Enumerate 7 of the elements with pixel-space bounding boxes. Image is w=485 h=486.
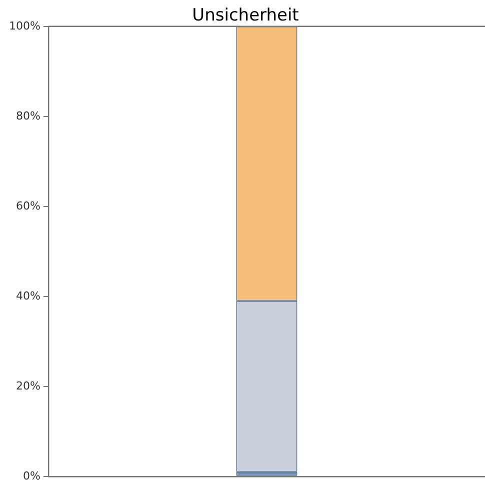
- y-tick-label: 100%: [8, 19, 40, 32]
- y-tick-label: 60%: [16, 199, 40, 212]
- y-tick-label: 0%: [22, 469, 40, 482]
- chart-title: Unsicherheit: [192, 6, 300, 26]
- y-tick-label: 20%: [16, 379, 40, 392]
- y-tick-label: 40%: [16, 289, 40, 302]
- y-tick-label: 80%: [16, 109, 40, 122]
